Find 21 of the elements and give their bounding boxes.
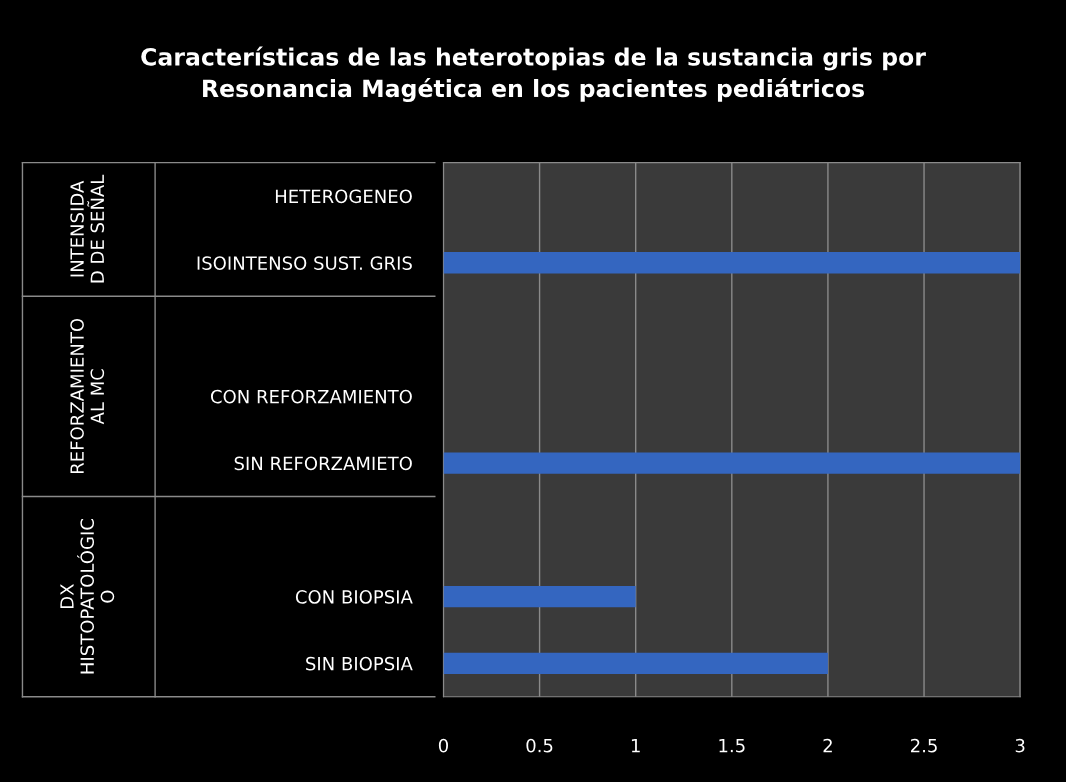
chart-title: Características de las heterotopias de la sustancia gris por Resonancia Magética en los pacientes pediátricos [141, 46, 926, 103]
y-tick-label: CON REFORZAMIENTO [210, 389, 412, 404]
y-tick-label: HETEROGENEO [275, 189, 412, 204]
x-tick-label: 0 [438, 738, 448, 753]
bar [443, 452, 1021, 474]
x-tick-label: 2 [823, 738, 832, 753]
x-tick-label: 3 [1015, 738, 1025, 753]
y-tick-label: SIN BIOPSIA [306, 656, 413, 671]
x-tick-label: 0.5 [526, 738, 553, 753]
text: INTENSIDA D DE SEÑAL [70, 174, 105, 283]
text: DX HISTOPATOLÓGIC O [60, 519, 115, 674]
y-tick-label: SIN REFORZAMIETO [234, 456, 412, 471]
x-tick-label: 2.5 [911, 738, 937, 753]
bar [443, 585, 636, 608]
x-tick-label: 1 [631, 738, 640, 753]
text: REFORZAMIENTO AL MC [70, 318, 105, 473]
bar [443, 652, 828, 675]
bar [443, 252, 1021, 274]
y-tick-label: CON BIOPSIA [295, 590, 413, 604]
x-tick-label: 1.5 [719, 738, 745, 753]
y-tick-label: ISOINTENSO SUST. GRIS [197, 256, 412, 270]
